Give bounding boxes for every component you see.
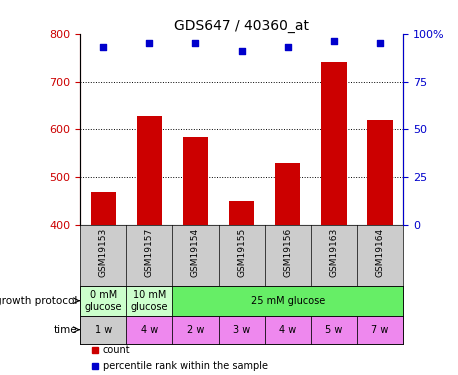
Bar xyxy=(172,286,403,316)
Text: 1 w: 1 w xyxy=(95,325,112,335)
Bar xyxy=(311,316,357,344)
Text: GSM19153: GSM19153 xyxy=(99,228,108,278)
Text: 10 mM
glucose: 10 mM glucose xyxy=(131,290,168,312)
Text: 0 mM
glucose: 0 mM glucose xyxy=(84,290,122,312)
Text: count: count xyxy=(103,345,131,355)
Point xyxy=(376,40,384,46)
Text: growth protocol: growth protocol xyxy=(0,296,77,306)
Text: GSM19154: GSM19154 xyxy=(191,228,200,278)
Text: GSM19163: GSM19163 xyxy=(329,228,338,278)
Bar xyxy=(126,316,172,344)
Text: GSM19164: GSM19164 xyxy=(376,228,384,278)
Title: GDS647 / 40360_at: GDS647 / 40360_at xyxy=(174,19,309,33)
Text: GSM19156: GSM19156 xyxy=(283,228,292,278)
Bar xyxy=(229,201,254,225)
Bar xyxy=(275,163,300,225)
Bar xyxy=(91,192,116,225)
Bar xyxy=(126,286,172,316)
Point xyxy=(330,38,338,44)
Bar xyxy=(80,316,126,344)
Text: 3 w: 3 w xyxy=(233,325,250,335)
Text: 4 w: 4 w xyxy=(141,325,158,335)
Text: GSM19157: GSM19157 xyxy=(145,228,154,278)
Point xyxy=(284,44,291,50)
Bar xyxy=(218,316,265,344)
Text: 7 w: 7 w xyxy=(371,325,389,335)
Text: 4 w: 4 w xyxy=(279,325,296,335)
Text: time: time xyxy=(53,325,77,335)
Text: GSM19155: GSM19155 xyxy=(237,228,246,278)
Text: 5 w: 5 w xyxy=(325,325,343,335)
Bar xyxy=(183,136,208,225)
Bar xyxy=(357,316,403,344)
Bar xyxy=(136,116,162,225)
Point xyxy=(192,40,199,46)
Point xyxy=(99,44,107,50)
Bar xyxy=(265,316,311,344)
Point xyxy=(146,40,153,46)
Bar xyxy=(172,316,218,344)
Text: 2 w: 2 w xyxy=(187,325,204,335)
Point xyxy=(238,48,245,54)
Text: 25 mM glucose: 25 mM glucose xyxy=(251,296,325,306)
Bar xyxy=(80,286,126,316)
Text: percentile rank within the sample: percentile rank within the sample xyxy=(103,361,268,371)
Bar xyxy=(367,120,393,225)
Bar xyxy=(321,63,347,225)
